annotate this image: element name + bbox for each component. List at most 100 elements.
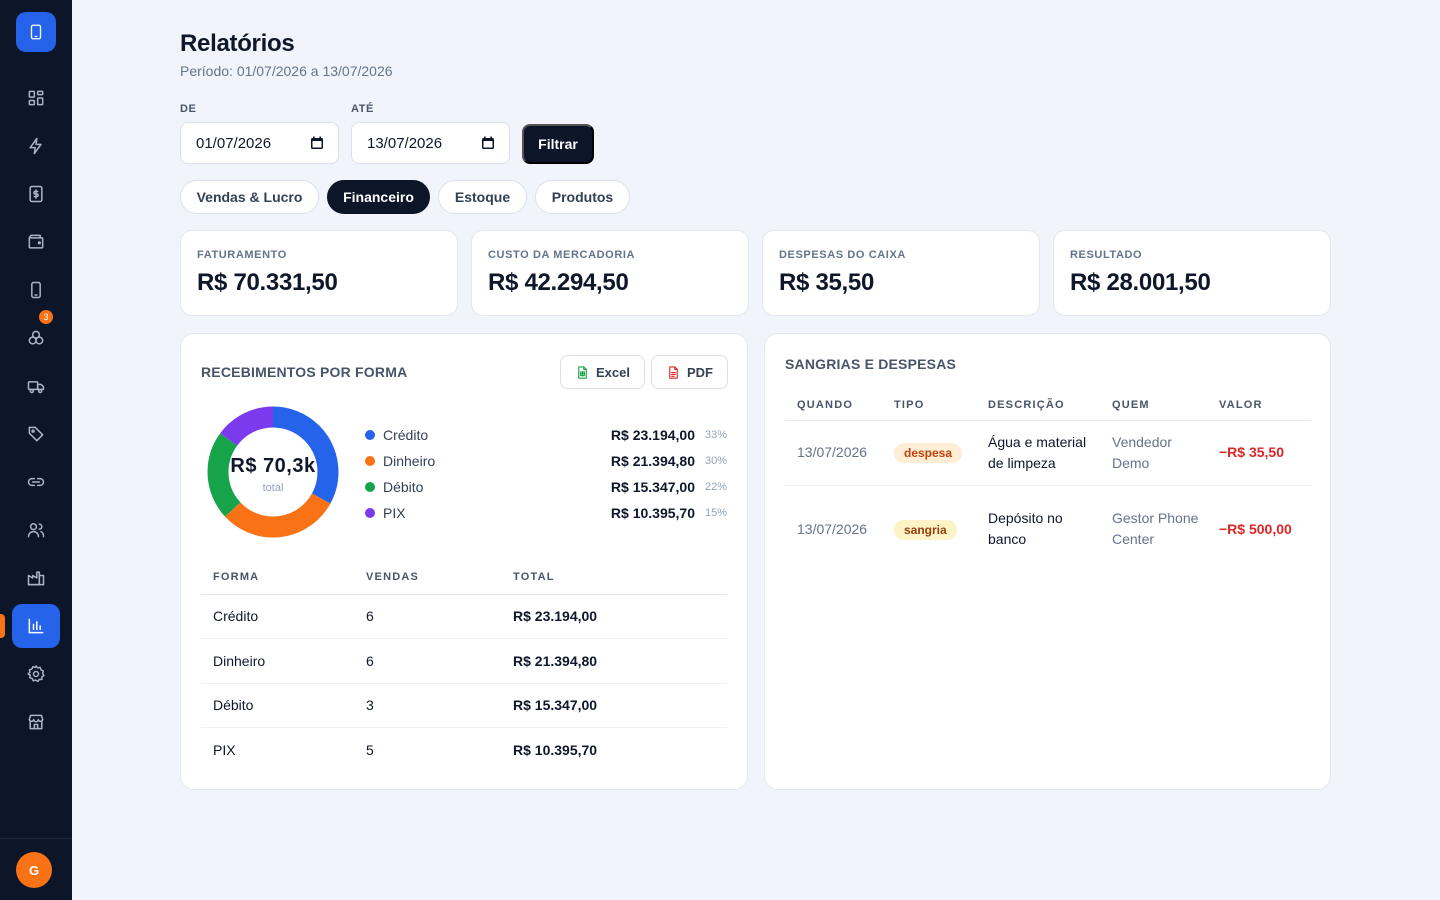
legend-amount: R$ 21.394,80 xyxy=(610,453,695,469)
payment-method-cell: Débito xyxy=(201,683,354,728)
table-header-row: FORMA VENDAS TOTAL xyxy=(201,560,727,595)
kpi-label: CUSTO DA MERCADORIA xyxy=(488,249,636,261)
to-date-input[interactable]: 13/07/2026 xyxy=(351,122,510,164)
sidebar-item-quick-sale[interactable] xyxy=(12,124,60,168)
legend-amount: R$ 23.194,00 xyxy=(610,427,695,443)
export-excel-button[interactable]: Excel xyxy=(560,355,645,389)
payment-method-cell: Crédito xyxy=(201,594,354,639)
legend-amount: R$ 10.395,70 xyxy=(610,505,695,521)
legend-name: PIX xyxy=(383,505,406,521)
sidebar-item-reports[interactable] xyxy=(12,604,60,648)
sidebar-item-devices[interactable] xyxy=(12,268,60,312)
column-header: VALOR xyxy=(1207,390,1311,421)
value-cell: −R$ 35,50 xyxy=(1207,420,1311,486)
column-header: VENDAS xyxy=(354,560,501,595)
receipts-table: FORMA VENDAS TOTAL Crédito 6 R$ 23.194,0… xyxy=(201,560,727,772)
donut-center: R$ 70,3k total xyxy=(207,406,339,538)
export-pdf-label: PDF xyxy=(687,364,713,380)
users-icon xyxy=(27,523,45,538)
truck-icon xyxy=(27,381,45,394)
payment-method-cell: Dinheiro xyxy=(201,638,354,684)
calendar-icon[interactable] xyxy=(481,136,495,150)
kpi-label: DESPESAS DO CAIXA xyxy=(779,249,906,261)
user-avatar[interactable]: G xyxy=(16,852,52,888)
export-pdf-button[interactable]: PDF xyxy=(651,355,728,389)
donut-caption: total xyxy=(262,481,284,494)
column-header: FORMA xyxy=(201,560,354,595)
tab-products[interactable]: Produtos xyxy=(535,180,630,214)
sidebar: 3 G xyxy=(0,0,72,900)
donut-total: R$ 70,3k xyxy=(230,454,316,477)
table-row: Dinheiro 6 R$ 21.394,80 xyxy=(201,638,727,684)
tag-icon xyxy=(28,426,44,442)
tab-stock[interactable]: Estoque xyxy=(438,180,527,214)
sidebar-item-cash-register[interactable] xyxy=(12,172,60,216)
bolt-icon xyxy=(29,137,42,155)
sales-count-cell: 3 xyxy=(354,683,501,728)
total-cell: R$ 10.395,70 xyxy=(513,742,598,758)
legend-percent: 15% xyxy=(704,507,727,519)
column-header: TOTAL xyxy=(501,560,727,595)
export-excel-label: Excel xyxy=(596,364,630,380)
who-cell: Gestor Phone Center xyxy=(1112,510,1199,548)
legend-color-dot xyxy=(365,482,375,492)
sidebar-item-customers[interactable] xyxy=(12,508,60,552)
sidebar-item-parts[interactable]: 3 xyxy=(12,310,60,360)
kpi-value: R$ 70.331,50 xyxy=(197,269,338,296)
legend-item: Crédito R$ 23.194,00 33% xyxy=(365,422,727,448)
kpi-card-goods-cost: CUSTO DA MERCADORIA R$ 42.294,50 xyxy=(471,230,749,316)
filter-button[interactable]: Filtrar xyxy=(522,124,594,164)
sidebar-item-links[interactable] xyxy=(12,460,60,504)
tab-financial[interactable]: Financeiro xyxy=(327,180,430,214)
page-title: Relatórios xyxy=(180,30,295,57)
legend-name: Crédito xyxy=(383,427,429,443)
description-cell: Água e material de limpeza xyxy=(976,420,1100,486)
legend-color-dot xyxy=(365,508,375,518)
notification-badge: 3 xyxy=(39,310,53,324)
sidebar-item-dashboard[interactable] xyxy=(12,76,60,120)
kpi-value: R$ 28.001,50 xyxy=(1070,269,1211,296)
to-date-value: 13/07/2026 xyxy=(367,134,443,152)
kpi-card-result: RESULTADO R$ 28.001,50 xyxy=(1053,230,1331,316)
receipts-panel: RECEBIMENTOS POR FORMA Excel PDF R$ 70,3… xyxy=(180,333,748,790)
legend-item: Dinheiro R$ 21.394,80 30% xyxy=(365,448,727,474)
period-subtitle: Período: 01/07/2026 a 13/07/2026 xyxy=(180,63,393,79)
from-date-label: DE xyxy=(180,103,197,115)
total-cell: R$ 15.347,00 xyxy=(501,683,727,728)
legend-item: PIX R$ 10.395,70 15% xyxy=(365,500,727,526)
table-header-row: QUANDO TIPO DESCRIÇÃO QUEM VALOR xyxy=(785,390,1311,421)
sidebar-item-wallet[interactable] xyxy=(12,220,60,264)
sidebar-item-settings[interactable] xyxy=(12,652,60,696)
table-row: Crédito 6 R$ 23.194,00 xyxy=(201,594,727,639)
sales-count-cell: 5 xyxy=(366,742,374,758)
app-logo[interactable] xyxy=(16,12,56,52)
column-header: DESCRIÇÃO xyxy=(976,390,1100,421)
payment-donut-chart xyxy=(207,406,339,538)
sidebar-item-factory[interactable] xyxy=(12,556,60,600)
table-row: 13/07/2026 sangria Depósito no banco Ges… xyxy=(785,485,1311,573)
store-icon xyxy=(28,714,44,730)
from-date-input[interactable]: 01/07/2026 xyxy=(180,122,339,164)
boxes-icon xyxy=(28,330,44,345)
legend-percent: 33% xyxy=(704,429,727,441)
legend-name: Dinheiro xyxy=(383,453,436,469)
type-cell: despesa xyxy=(882,420,976,486)
grid-icon xyxy=(28,90,44,106)
kpi-value: R$ 35,50 xyxy=(779,269,875,296)
calendar-icon[interactable] xyxy=(310,136,324,150)
table-row: 13/07/2026 despesa Água e material de li… xyxy=(785,420,1311,486)
kpi-value: R$ 42.294,50 xyxy=(488,269,629,296)
sidebar-item-tags[interactable] xyxy=(12,412,60,456)
donut-slice xyxy=(207,406,339,538)
donut-legend: Crédito R$ 23.194,00 33% Dinheiro R$ 21.… xyxy=(365,422,727,526)
gear-icon xyxy=(27,665,45,683)
panel-title: RECEBIMENTOS POR FORMA xyxy=(201,364,408,380)
payment-method-cell: PIX xyxy=(213,742,236,758)
tab-sales-profit[interactable]: Vendas & Lucro xyxy=(180,180,319,214)
sidebar-item-store[interactable] xyxy=(12,700,60,744)
from-date-value: 01/07/2026 xyxy=(196,134,272,152)
sidebar-item-delivery[interactable] xyxy=(12,364,60,408)
to-date-label: ATÉ xyxy=(351,103,374,115)
legend-percent: 22% xyxy=(704,481,727,493)
table-row: PIX 5 R$ 10.395,70 xyxy=(201,728,727,773)
